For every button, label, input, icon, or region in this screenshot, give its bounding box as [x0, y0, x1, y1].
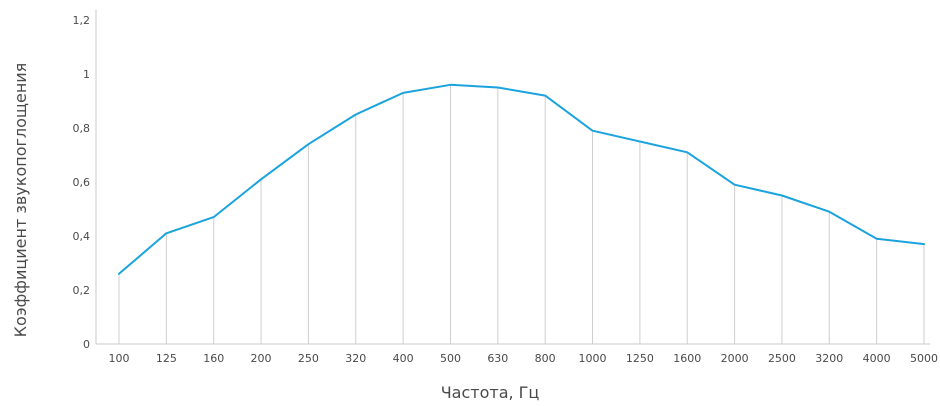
y-tick-label: 1 [83, 68, 90, 81]
y-tick-label: 0,8 [73, 122, 91, 135]
y-tick-label: 0 [83, 338, 90, 351]
x-tick-label: 2000 [721, 352, 749, 365]
y-tick-label: 1,2 [73, 14, 91, 27]
x-tick-label: 400 [393, 352, 414, 365]
x-tick-label: 500 [440, 352, 461, 365]
y-tick-label: 0,6 [73, 176, 91, 189]
x-tick-label: 1000 [579, 352, 607, 365]
x-tick-label: 100 [109, 352, 130, 365]
x-tick-label: 320 [345, 352, 366, 365]
y-tick-labels: 0 0,2 0,4 0,6 0,8 1 1,2 [73, 14, 91, 351]
x-axis-title: Частота, Гц [441, 383, 540, 402]
x-tick-label: 5000 [910, 352, 938, 365]
y-tick-label: 0,2 [73, 284, 91, 297]
x-tick-label: 1600 [673, 352, 701, 365]
drop-lines [118, 84, 925, 344]
series-line [118, 83, 925, 275]
x-tick-label: 2500 [768, 352, 796, 365]
x-tick-label: 200 [251, 352, 272, 365]
x-tick-label: 125 [156, 352, 177, 365]
x-tick-labels: 100 125 160 200 250 320 400 500 630 800 1000 1250 16… [109, 352, 939, 365]
x-tick-label: 3200 [815, 352, 843, 365]
x-tick-label: 250 [298, 352, 319, 365]
x-tick-label: 4000 [863, 352, 891, 365]
x-tick-label: 160 [203, 352, 224, 365]
y-tick-label: 0,4 [73, 230, 91, 243]
x-tick-label: 630 [487, 352, 508, 365]
x-tick-label: 800 [535, 352, 556, 365]
x-tick-label: 1250 [626, 352, 654, 365]
y-axis-title: Коэффициент звукопоглощения [11, 63, 30, 338]
